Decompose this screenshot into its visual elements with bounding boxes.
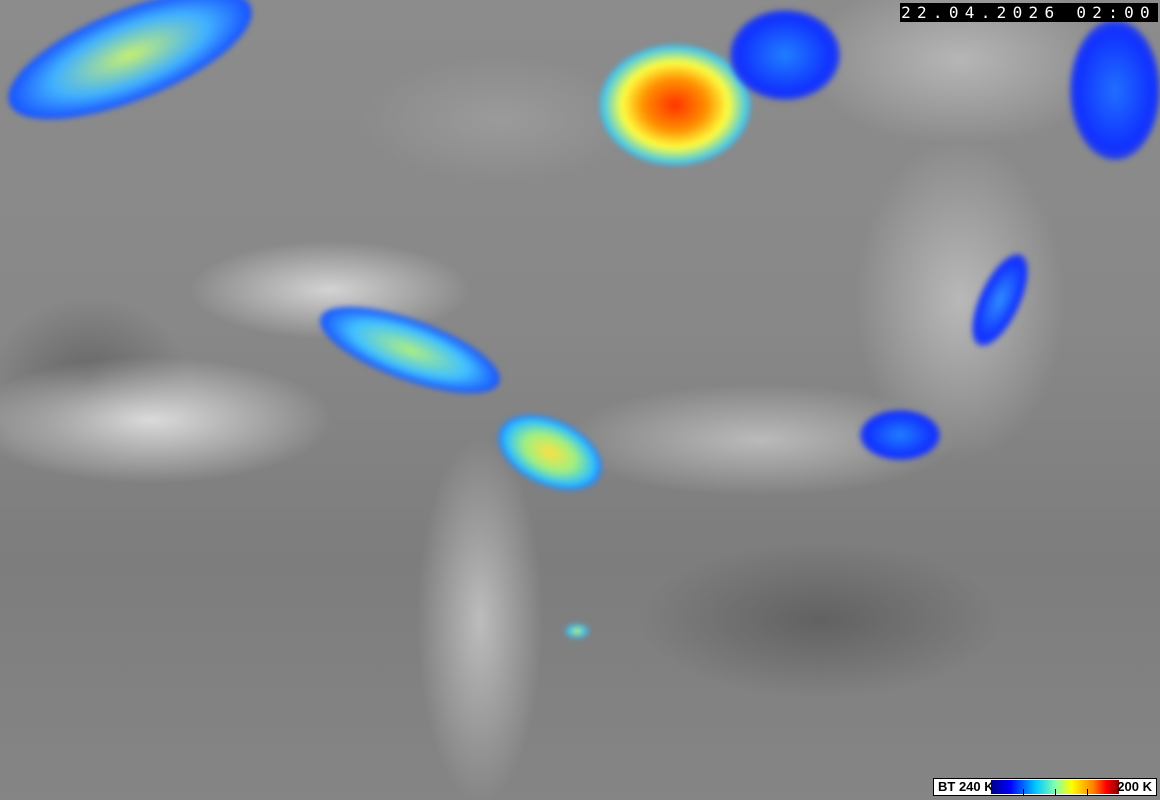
- cold-cloud-top: [860, 410, 940, 460]
- legend-high-label: 200 K: [1117, 779, 1152, 794]
- legend-color-bar: [991, 780, 1119, 795]
- cold-cloud-top: [600, 45, 750, 165]
- timestamp: 22.04.2026 02:00: [900, 3, 1158, 22]
- cold-cloud-top: [486, 399, 614, 506]
- legend-tick: [1055, 789, 1056, 795]
- cold-cloud-top: [1070, 20, 1160, 160]
- cold-cloud-top: [730, 10, 840, 100]
- legend-tick: [1087, 789, 1088, 795]
- legend-low-label: BT 240 K: [938, 779, 994, 794]
- cold-cloud-top: [960, 246, 1040, 354]
- cold-cloud-top: [0, 0, 268, 146]
- legend-tick: [1023, 789, 1024, 795]
- cold-cloud-top: [310, 289, 510, 411]
- color-scale-legend: BT 240 K 200 K: [933, 778, 1157, 796]
- cold-cloud-top: [565, 624, 589, 638]
